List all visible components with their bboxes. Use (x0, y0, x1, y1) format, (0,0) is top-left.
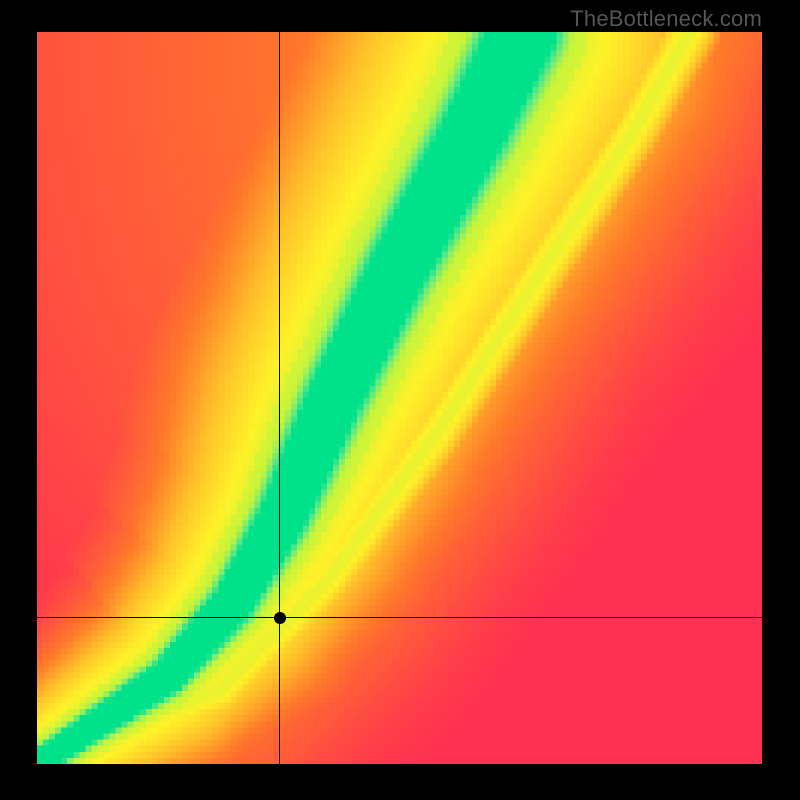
chart-container: TheBottleneck.com (0, 0, 800, 800)
crosshair-dot (274, 612, 286, 624)
crosshair-horizontal (37, 617, 762, 618)
crosshair-vertical (279, 32, 280, 764)
watermark-label: TheBottleneck.com (570, 6, 762, 32)
bottleneck-heatmap (37, 32, 762, 764)
